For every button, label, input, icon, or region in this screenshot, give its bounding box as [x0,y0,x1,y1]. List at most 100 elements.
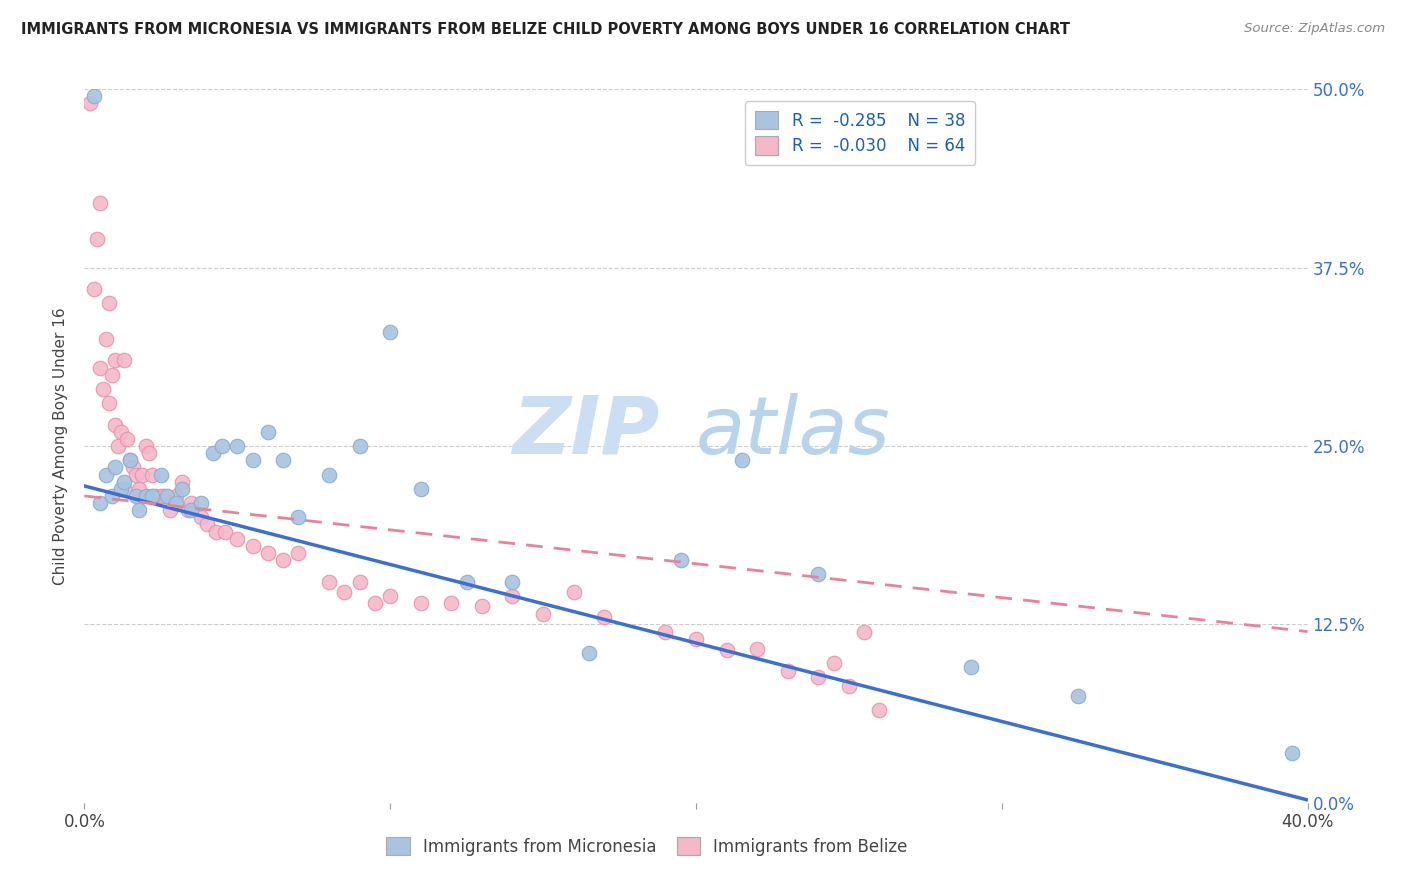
Point [807,670,830,684]
Point [578,646,600,660]
Point [807,567,830,582]
Point [318,574,340,589]
Point [287,546,309,560]
Point [165,489,187,503]
Point [318,467,340,482]
Point [190,496,212,510]
Point [94,467,117,482]
Point [776,665,799,679]
Point [110,482,132,496]
Legend: Immigrants from Micronesia, Immigrants from Belize: Immigrants from Micronesia, Immigrants f… [380,830,914,863]
Point [190,510,212,524]
Point [156,489,179,503]
Text: atlas: atlas [696,392,891,471]
Point [83,282,105,296]
Point [128,503,150,517]
Point [242,539,264,553]
Point [654,624,676,639]
Point [201,446,224,460]
Point [135,439,157,453]
Point [180,496,202,510]
Point [271,553,294,567]
Point [456,574,478,589]
Point [104,417,127,432]
Point [271,453,294,467]
Point [242,453,264,467]
Point [107,439,129,453]
Point [226,439,249,453]
Point [89,496,111,510]
Point [214,524,236,539]
Point [1067,689,1090,703]
Point [211,439,233,453]
Point [823,656,845,670]
Point [716,643,738,657]
Point [177,503,200,517]
Point [115,432,138,446]
Point [731,453,754,467]
Point [94,332,117,346]
Point [172,475,194,489]
Point [593,610,616,624]
Point [101,368,124,382]
Point [101,489,124,503]
Text: ZIP: ZIP [512,392,659,471]
Point [120,453,142,467]
Point [869,703,891,717]
Point [172,482,194,496]
Point [122,460,145,475]
Point [97,396,120,410]
Point [112,482,135,496]
Point [195,517,218,532]
Point [380,589,402,603]
Point [440,596,463,610]
Point [409,482,432,496]
Point [409,596,432,610]
Point [165,496,187,510]
Point [502,574,524,589]
Point [131,467,153,482]
Point [104,460,127,475]
Point [83,89,105,103]
Point [125,467,148,482]
Point [349,439,371,453]
Point [135,489,157,503]
Point [120,453,142,467]
Point [960,660,983,674]
Point [97,296,120,310]
Point [138,446,160,460]
Point [380,325,402,339]
Point [89,360,111,375]
Point [471,599,494,613]
Point [257,546,280,560]
Point [226,532,249,546]
Point [143,489,166,503]
Point [502,589,524,603]
Point [1281,746,1303,760]
Point [349,574,371,589]
Point [685,632,707,646]
Y-axis label: Child Poverty Among Boys Under 16: Child Poverty Among Boys Under 16 [53,307,69,585]
Point [287,510,309,524]
Point [669,553,692,567]
Point [747,641,769,656]
Point [531,607,554,622]
Point [91,382,114,396]
Text: Source: ZipAtlas.com: Source: ZipAtlas.com [1244,22,1385,36]
Text: IMMIGRANTS FROM MICRONESIA VS IMMIGRANTS FROM BELIZE CHILD POVERTY AMONG BOYS UN: IMMIGRANTS FROM MICRONESIA VS IMMIGRANTS… [21,22,1070,37]
Point [89,196,111,211]
Point [853,624,876,639]
Point [112,475,135,489]
Point [141,489,163,503]
Point [149,489,172,503]
Point [257,425,280,439]
Point [110,425,132,439]
Point [104,353,127,368]
Point [128,482,150,496]
Point [125,489,148,503]
Point [79,96,101,111]
Point [112,353,135,368]
Point [141,467,163,482]
Point [333,584,356,599]
Point [838,679,860,693]
